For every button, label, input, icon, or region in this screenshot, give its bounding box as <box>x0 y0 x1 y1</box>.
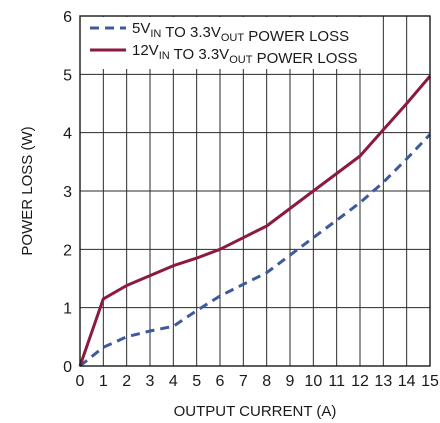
x-axis-title: OUTPUT CURRENT (A) <box>174 403 337 420</box>
x-tick-label: 11 <box>328 373 345 390</box>
x-tick-label: 13 <box>374 373 392 390</box>
x-tick-label: 9 <box>286 373 295 390</box>
x-tick-label: 7 <box>239 373 248 390</box>
y-tick-label: 0 <box>63 359 72 376</box>
y-tick-label: 2 <box>63 242 72 259</box>
x-tick-label: 5 <box>192 373 201 390</box>
y-tick-label: 3 <box>63 184 72 201</box>
y-tick-labels: 0 1 2 3 4 5 6 <box>63 9 72 376</box>
x-tick-label: 6 <box>216 373 225 390</box>
series-line-1 <box>79 133 432 368</box>
y-tick-label: 4 <box>63 126 72 143</box>
x-tick-label: 10 <box>304 373 322 390</box>
x-tick-label: 4 <box>169 373 178 390</box>
x-tick-label: 2 <box>122 373 131 390</box>
x-tick-labels: 0 1 2 3 4 5 6 7 8 9 10 11 12 13 14 15 <box>76 373 439 390</box>
x-tick-label: 12 <box>351 373 369 390</box>
y-tick-label: 1 <box>63 301 72 318</box>
series-line-2 <box>78 75 432 367</box>
legend-label-1: 5VIN TO 3.3VOUT POWER LOSS <box>132 20 349 45</box>
x-tick-label: 15 <box>421 373 439 390</box>
y-tick-label: 5 <box>63 67 72 84</box>
legend-label-2: 12VIN TO 3.3VOUT POWER LOSS <box>132 42 357 67</box>
y-axis-title: POWER LOSS (W) <box>19 126 36 255</box>
y-tick-label: 6 <box>63 9 72 26</box>
x-tick-label: 8 <box>262 373 271 390</box>
x-tick-label: 3 <box>146 373 155 390</box>
x-tick-label: 14 <box>398 373 416 390</box>
legend-box <box>81 17 370 69</box>
plot-frame <box>79 15 431 367</box>
x-tick-label: 1 <box>99 373 108 390</box>
series-layer <box>78 75 432 368</box>
x-tick-label: 0 <box>76 373 85 390</box>
